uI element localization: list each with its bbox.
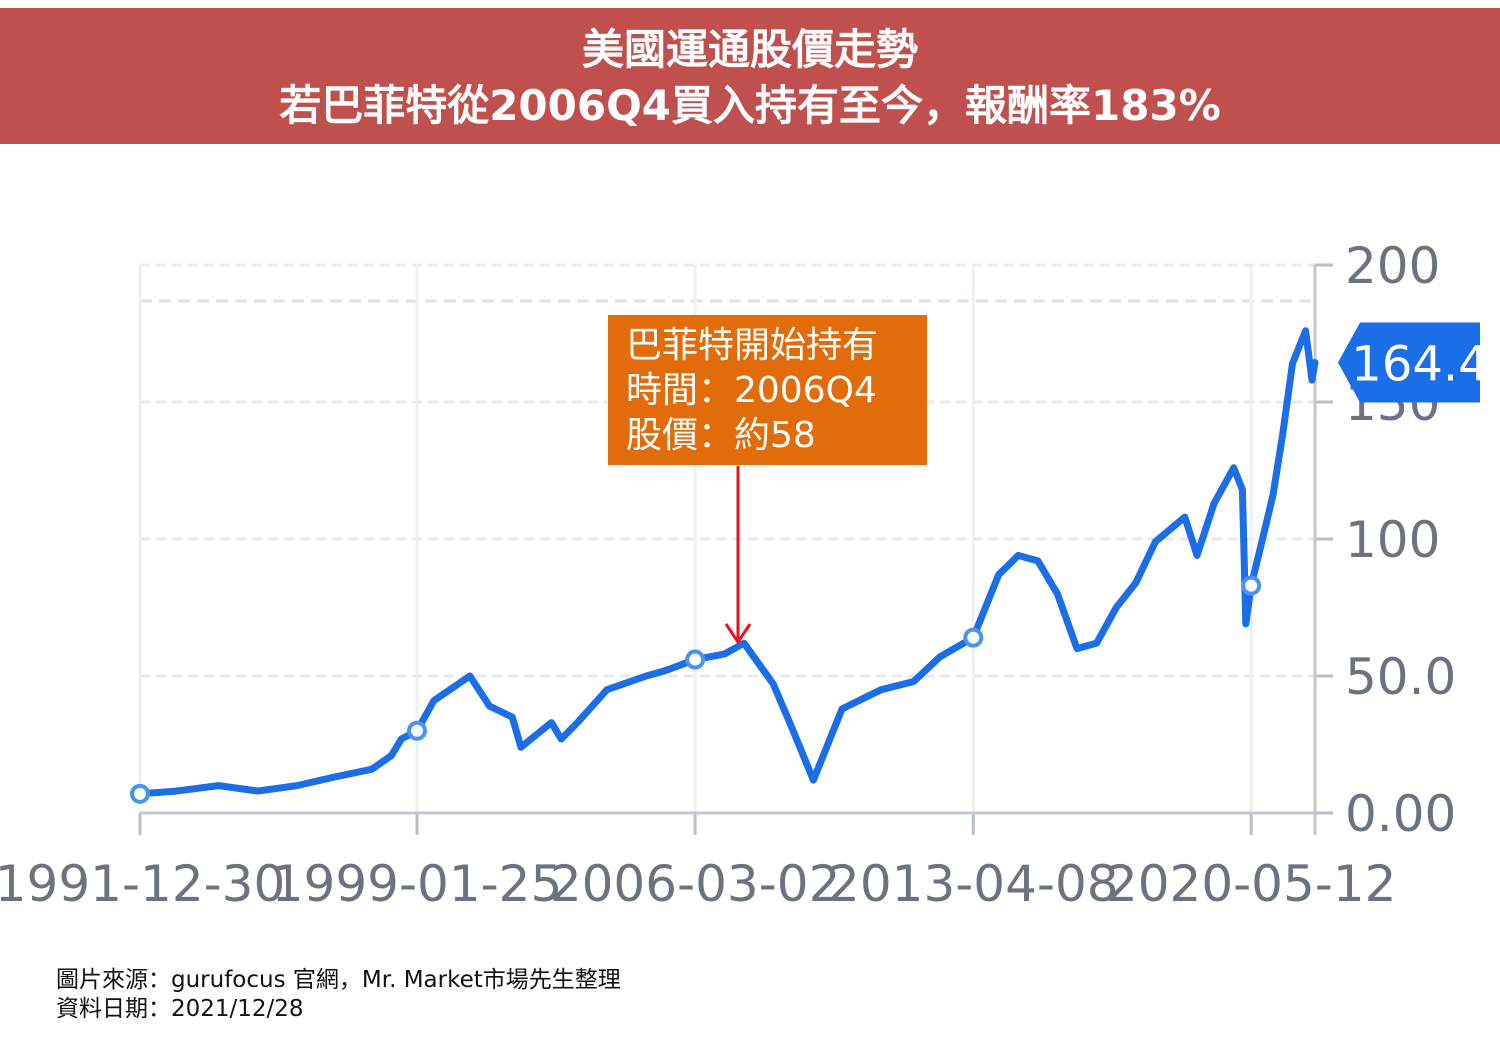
source-note: 圖片來源：gurufocus 官網，Mr. Market市場先生整理 — [56, 967, 621, 993]
chart-title: 美國運通股價走勢 — [581, 25, 918, 74]
marker-layer — [130, 575, 1262, 804]
arrow-head — [724, 623, 752, 645]
x-tick-label: 2013-04-08 — [828, 855, 1119, 913]
annotation-line-1: 巴菲特開始持有 — [626, 325, 879, 366]
grid-lines — [138, 263, 1315, 815]
series-marker — [1241, 575, 1262, 596]
x-tick-label: 1991-12-30 — [0, 855, 285, 913]
title-banner: 美國運通股價走勢 若巴菲特從2006Q4買入持有至今，報酬率183% — [0, 8, 1500, 144]
series-marker — [407, 720, 428, 741]
footer: 圖片來源：gurufocus 官網，Mr. Market市場先生整理 資料日期：… — [56, 966, 621, 1024]
y-tick-label: 100 — [1345, 511, 1440, 569]
price-badge-label: 164.4 — [1351, 337, 1488, 393]
y-tick-label: 0.00 — [1345, 785, 1456, 843]
series-marker — [685, 649, 706, 670]
x-tick-label: 2020-05-12 — [1106, 855, 1397, 913]
current-price-badge: 164.4 — [1338, 322, 1489, 403]
x-tick-label: 1999-01-25 — [272, 855, 563, 913]
price-badge-shape — [1338, 322, 1480, 403]
y-tick-label: 50.0 — [1345, 648, 1456, 706]
series-marker — [130, 783, 150, 804]
y-tick-label: 200 — [1345, 237, 1440, 295]
series-marker — [963, 627, 984, 648]
tick-labels: 0.0050.01001502001991-12-301999-01-25200… — [0, 237, 1456, 913]
annotation-line-2: 時間：2006Q4 — [626, 370, 877, 411]
annotation-line-3: 股價：約58 — [626, 415, 816, 456]
chart-subtitle: 若巴菲特從2006Q4買入持有至今，報酬率183% — [279, 81, 1221, 130]
annotation-box: 巴菲特開始持有 時間：2006Q4 股價：約58 — [608, 315, 927, 465]
data-date-note: 資料日期：2021/12/28 — [56, 996, 304, 1022]
annotation-arrow — [724, 466, 752, 645]
x-tick-label: 2006-03-02 — [550, 855, 841, 913]
